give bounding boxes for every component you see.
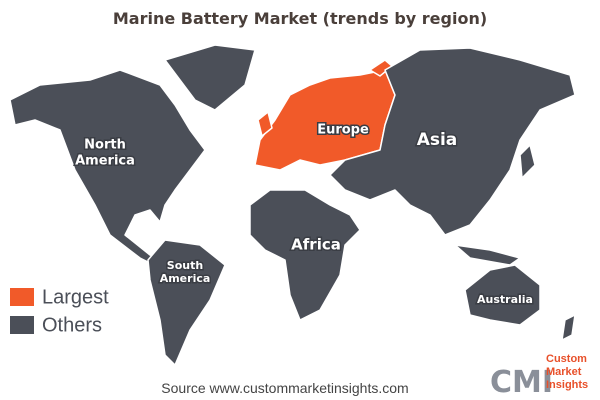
legend-label: Largest	[42, 286, 109, 308]
region-label: America	[75, 154, 135, 169]
region-label: North	[84, 138, 126, 153]
logo-text: Insights	[546, 379, 588, 391]
japan	[519, 144, 536, 179]
logo-text: Market	[546, 366, 582, 378]
region-labels: North America Europe Asia Africa South A…	[74, 121, 535, 308]
legend-swatch	[10, 288, 34, 306]
source: Source www.custommarketinsights.com	[161, 380, 408, 396]
region-label: Australia	[477, 293, 533, 306]
asia	[329, 47, 576, 236]
legend-label: Others	[42, 314, 102, 336]
uk	[257, 111, 273, 137]
australia	[464, 264, 541, 326]
legend-swatch	[10, 316, 34, 334]
region-label: Africa	[291, 236, 341, 254]
indonesia	[454, 244, 521, 266]
region-label: Asia	[417, 130, 458, 150]
region-label: Europe	[317, 123, 369, 138]
logo-text: Custom	[546, 353, 587, 365]
south-america	[147, 239, 226, 366]
region-label: America	[160, 272, 211, 285]
region-label: South	[167, 259, 203, 272]
africa	[249, 189, 361, 321]
north-america	[9, 69, 206, 269]
logo-mark: CMI	[490, 365, 553, 400]
map-title: Marine Battery Market (trends by region)	[113, 9, 487, 28]
new-zealand	[561, 314, 576, 341]
greenland	[164, 44, 256, 111]
